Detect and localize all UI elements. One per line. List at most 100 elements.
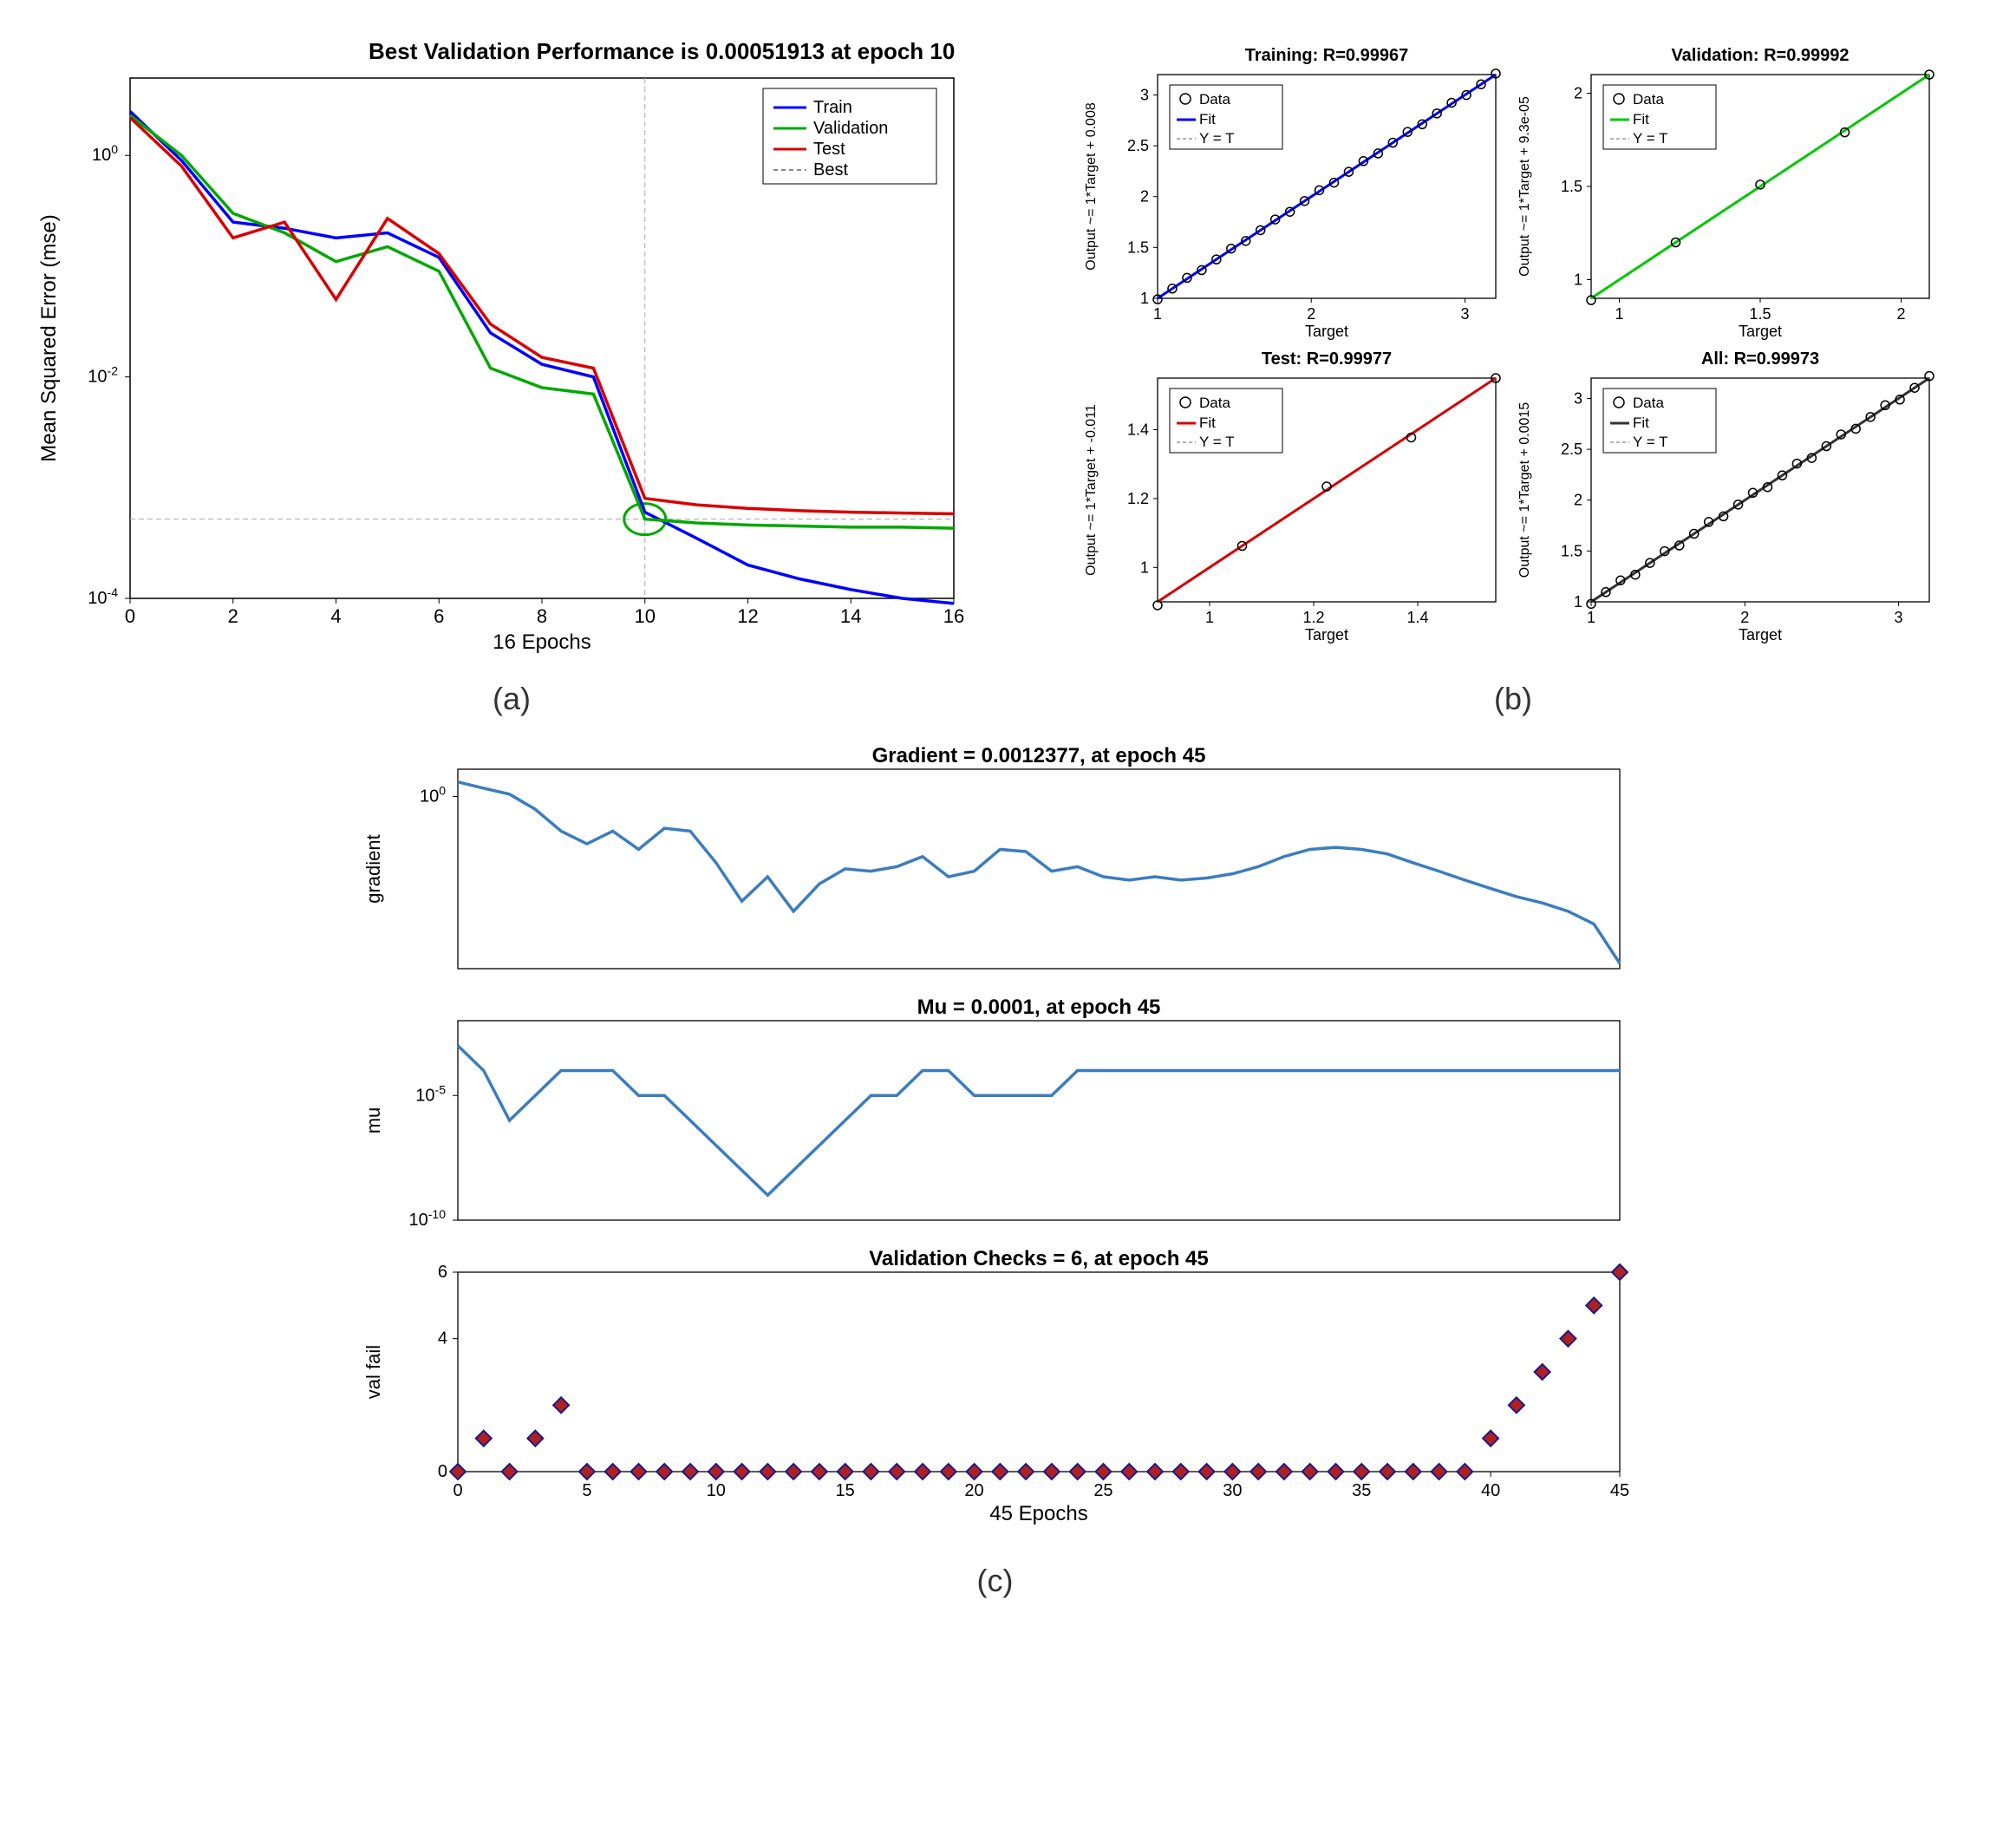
svg-text:Validation: Validation: [813, 119, 888, 138]
svg-text:0: 0: [453, 1481, 462, 1500]
svg-text:Training: R=0.99967: Training: R=0.99967: [1245, 46, 1408, 65]
svg-text:Output ~= 1*Target + 9.3e-05: Output ~= 1*Target + 9.3e-05: [1517, 96, 1532, 277]
svg-text:Train: Train: [813, 98, 852, 117]
svg-text:100: 100: [419, 784, 445, 806]
svg-text:2: 2: [228, 605, 238, 627]
svg-text:Fit: Fit: [1633, 111, 1649, 127]
svg-text:Target: Target: [1305, 626, 1348, 643]
svg-text:2.5: 2.5: [1127, 137, 1149, 154]
svg-text:0: 0: [437, 1462, 447, 1481]
svg-text:1: 1: [1574, 593, 1582, 611]
svg-text:6: 6: [437, 1263, 447, 1282]
svg-text:1: 1: [1205, 609, 1214, 626]
svg-text:1: 1: [1140, 290, 1149, 307]
svg-text:1: 1: [1615, 305, 1623, 323]
svg-text:0: 0: [125, 605, 135, 627]
panel-a: Best Validation Performance is 0.0005191…: [35, 35, 988, 717]
svg-text:Best Validation Performance is: Best Validation Performance is 0.0005191…: [369, 38, 955, 64]
svg-text:3: 3: [1140, 86, 1149, 103]
mse-chart: Best Validation Performance is 0.0005191…: [35, 35, 988, 659]
svg-text:mu: mu: [362, 1107, 384, 1134]
svg-text:2.5: 2.5: [1561, 441, 1582, 458]
svg-text:1: 1: [1587, 609, 1595, 626]
svg-text:Test: Test: [813, 140, 845, 159]
svg-text:Y = T: Y = T: [1633, 434, 1667, 450]
caption-a: (a): [35, 681, 988, 717]
svg-text:Data: Data: [1199, 91, 1230, 108]
svg-text:Gradient = 0.0012377, at epoch: Gradient = 0.0012377, at epoch 45: [871, 744, 1205, 767]
svg-text:2: 2: [1307, 305, 1315, 323]
svg-text:1.2: 1.2: [1127, 490, 1149, 507]
svg-text:10-4: 10-4: [88, 585, 118, 608]
svg-text:Target: Target: [1305, 323, 1348, 340]
svg-text:1.5: 1.5: [1561, 542, 1582, 559]
svg-text:Validation Checks = 6, at epoc: Validation Checks = 6, at epoch 45: [869, 1247, 1209, 1270]
svg-text:5: 5: [582, 1481, 591, 1500]
svg-text:30: 30: [1223, 1481, 1242, 1500]
svg-text:1.5: 1.5: [1561, 178, 1582, 195]
svg-text:1.4: 1.4: [1406, 609, 1428, 626]
svg-text:1: 1: [1153, 305, 1162, 323]
svg-text:2: 2: [1896, 305, 1905, 323]
svg-text:45 Epochs: 45 Epochs: [989, 1502, 1087, 1525]
svg-text:Data: Data: [1633, 91, 1664, 108]
svg-text:val fail: val fail: [362, 1345, 384, 1399]
svg-text:10: 10: [635, 605, 656, 627]
svg-text:6: 6: [434, 605, 444, 627]
panel-c: Gradient = 0.0012377, at epoch 45 gradien…: [345, 743, 1646, 1599]
svg-text:1: 1: [1140, 558, 1149, 576]
training-state-chart: Gradient = 0.0012377, at epoch 45 gradien…: [345, 743, 1646, 1541]
svg-text:Mean Squared Error (mse): Mean Squared Error (mse): [37, 214, 61, 461]
svg-text:10-10: 10-10: [408, 1207, 446, 1230]
svg-text:Validation: R=0.99992: Validation: R=0.99992: [1671, 46, 1849, 65]
svg-text:8: 8: [537, 605, 547, 627]
svg-text:1: 1: [1574, 271, 1582, 289]
svg-text:Output ~= 1*Target + -0.011: Output ~= 1*Target + -0.011: [1084, 404, 1099, 576]
svg-text:4: 4: [437, 1329, 447, 1348]
svg-text:3: 3: [1574, 389, 1582, 407]
svg-text:10-2: 10-2: [88, 364, 118, 387]
svg-text:16: 16: [943, 605, 964, 627]
svg-text:Y = T: Y = T: [1199, 130, 1234, 147]
svg-text:Data: Data: [1633, 395, 1664, 411]
svg-text:40: 40: [1480, 1481, 1499, 1500]
svg-text:Y = T: Y = T: [1633, 130, 1667, 147]
svg-text:Target: Target: [1739, 626, 1782, 643]
svg-text:1.2: 1.2: [1302, 609, 1324, 626]
caption-b: (b): [1071, 681, 1955, 717]
svg-text:Mu = 0.0001, at epoch 45: Mu = 0.0001, at epoch 45: [917, 996, 1160, 1019]
svg-text:16 Epochs: 16 Epochs: [493, 630, 590, 654]
svg-text:1.5: 1.5: [1127, 238, 1149, 256]
svg-text:2: 2: [1574, 492, 1582, 509]
svg-text:Y = T: Y = T: [1199, 434, 1234, 450]
svg-text:1.4: 1.4: [1127, 421, 1149, 439]
svg-text:3: 3: [1895, 609, 1903, 626]
svg-text:Fit: Fit: [1199, 111, 1216, 127]
svg-text:Best: Best: [813, 160, 848, 180]
svg-text:3: 3: [1461, 305, 1470, 323]
svg-text:All: R=0.99973: All: R=0.99973: [1701, 349, 1819, 369]
svg-text:25: 25: [1093, 1481, 1112, 1500]
svg-text:Output ~= 1*Target + 0.0015: Output ~= 1*Target + 0.0015: [1517, 402, 1532, 578]
svg-text:Fit: Fit: [1633, 415, 1649, 431]
svg-text:100: 100: [92, 142, 118, 165]
svg-text:Target: Target: [1739, 323, 1782, 340]
svg-text:1.5: 1.5: [1749, 305, 1771, 323]
regression-grid: Training: R=0.99967 1 2 3 1 1.5 2 2.5 3 Target Out…: [1071, 35, 1955, 659]
svg-text:10-5: 10-5: [415, 1082, 446, 1105]
svg-text:35: 35: [1352, 1481, 1371, 1500]
svg-text:2: 2: [1740, 609, 1749, 626]
svg-text:Fit: Fit: [1199, 415, 1216, 431]
svg-text:gradient: gradient: [362, 834, 384, 904]
svg-text:12: 12: [737, 605, 758, 627]
svg-text:Test: R=0.99977: Test: R=0.99977: [1262, 349, 1392, 369]
svg-text:2: 2: [1140, 188, 1149, 206]
svg-text:Data: Data: [1199, 395, 1230, 411]
svg-text:4: 4: [330, 605, 341, 627]
svg-text:20: 20: [964, 1481, 983, 1500]
svg-text:14: 14: [840, 605, 861, 627]
caption-c: (c): [345, 1563, 1646, 1599]
svg-text:10: 10: [706, 1481, 725, 1500]
svg-text:Output ~= 1*Target + 0.008: Output ~= 1*Target + 0.008: [1084, 102, 1099, 271]
svg-text:45: 45: [1609, 1481, 1628, 1500]
